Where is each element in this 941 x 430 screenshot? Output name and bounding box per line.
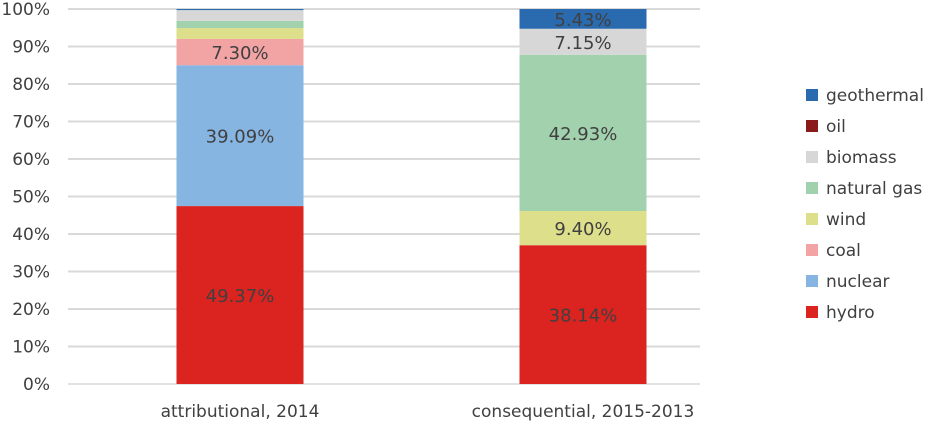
legend-label: oil [826,117,846,137]
bar-segment-geothermal [176,9,304,11]
legend-label: hydro [826,303,875,323]
bar-segment-natural-gas [176,20,304,29]
bar-segment-biomass [519,28,647,55]
legend-label: wind [826,210,866,230]
bar-segment-hydro [176,206,304,384]
x-tick-label: consequential, 2015-2013 [472,402,695,422]
y-tick-label: 70% [12,113,50,133]
legend-swatch-biomass [806,151,818,163]
data-label: 38.14% [549,306,618,327]
data-label: 49.37% [206,286,275,307]
y-tick-label: 40% [12,225,50,245]
bars: 49.37% 39.09% 7.30% 38.14% 9.40% 42.93% 7.15%5… [176,9,647,384]
y-tick-label: 30% [12,263,50,283]
bar-segment-nuclear [176,65,304,207]
y-tick-label: 90% [12,38,50,58]
legend-label: nuclear [826,272,889,292]
legend-label: biomass [826,148,897,168]
legend-swatch-oil [806,120,818,132]
y-tick-label: 10% [12,338,50,358]
bar-segment-biomass [176,10,304,21]
y-tick-label: 50% [12,188,50,208]
y-tick-label: 20% [12,300,50,320]
legend-label: natural gas [826,179,922,199]
data-label: 5.43% [554,10,611,31]
bar-segment-natural-gas [519,54,647,212]
data-label: 7.15% [554,33,611,54]
legend-swatch-hydro [806,306,818,318]
legend-swatch-wind [806,213,818,225]
bar-segment-hydro [519,245,647,384]
data-label: 7.30% [211,43,268,64]
y-tick-label: 0% [23,375,50,395]
y-tick-label: 60% [12,150,50,170]
legend-swatch-geothermal [806,89,818,101]
legend-label: geothermal [826,86,924,106]
bar-segment-coal [176,38,304,66]
legend-swatch-nuclear [806,275,818,287]
x-axis-labels: attributional, 2014 consequential, 2015-2… [161,402,695,422]
y-tick-label: 80% [12,75,50,95]
x-tick-label: attributional, 2014 [161,402,320,422]
legend-label: coal [826,241,861,261]
bar-segment-wind [176,28,304,39]
y-tick-label: 100% [1,0,50,20]
data-label: 42.93% [549,124,618,145]
legend: geothermal oil biomass natural gas wind coal n… [806,86,924,323]
y-axis-ticks: 0% 10% 20% 30% 40% 50% 60% 70% 80% 90% 100% [1,0,50,395]
legend-swatch-natural-gas [806,182,818,194]
data-label: 9.40% [554,219,611,240]
bar-segment-wind [519,211,647,246]
bar-segment-geothermal [519,9,647,29]
legend-swatch-coal [806,244,818,256]
data-label: 39.09% [206,127,275,148]
